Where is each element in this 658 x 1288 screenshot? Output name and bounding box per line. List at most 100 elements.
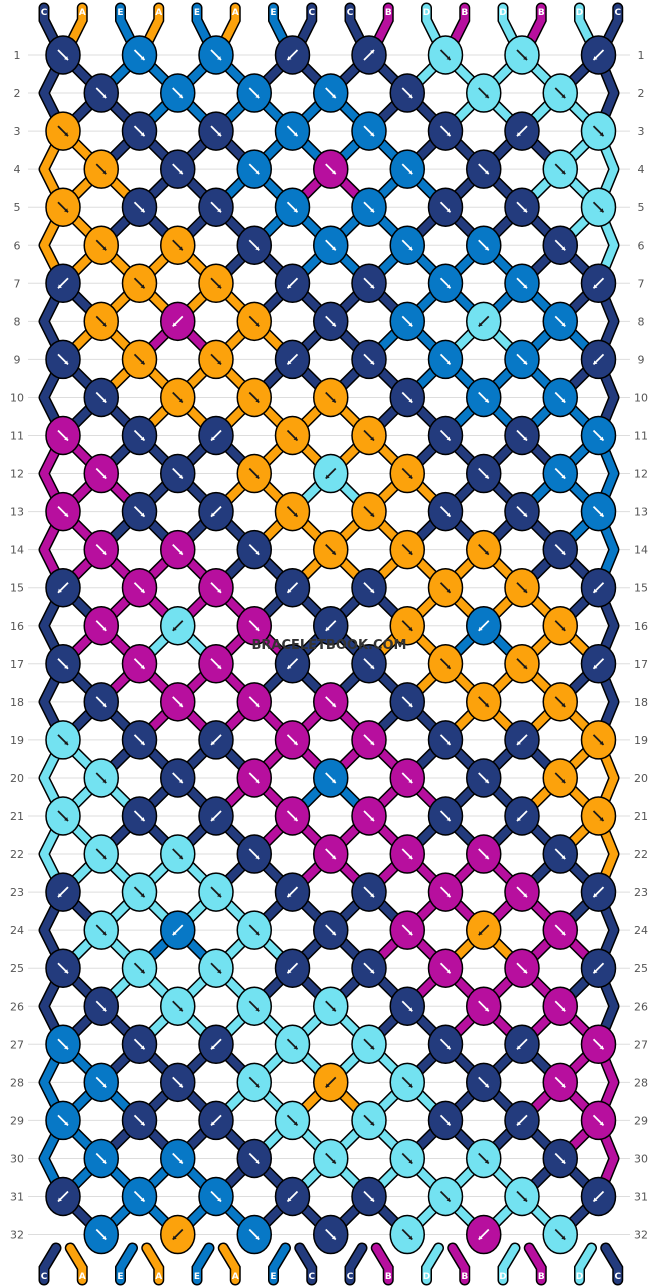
- knot-arrowhead: [517, 1121, 521, 1126]
- strand-top-label: B: [461, 8, 468, 18]
- knot-arrowhead: [178, 550, 183, 555]
- knot: [274, 415, 311, 456]
- strand-line: [499, 4, 519, 48]
- knot-arrowhead: [593, 588, 598, 593]
- knot: [313, 682, 349, 722]
- knot-arrowhead: [484, 1083, 489, 1088]
- knot-arrowhead: [561, 931, 566, 936]
- knot: [83, 834, 119, 874]
- row-label-right: 18: [634, 696, 648, 709]
- knot: [466, 606, 502, 646]
- knot: [45, 644, 81, 684]
- row-label-left: 27: [10, 1038, 24, 1051]
- knot-arrowhead: [370, 817, 374, 821]
- knot: [580, 263, 617, 304]
- knot: [83, 225, 119, 265]
- strand-bottom-label: C: [308, 1272, 315, 1282]
- strand-top-label: C: [347, 8, 354, 18]
- knot-arrowhead: [178, 855, 183, 860]
- strand-line: [346, 1244, 366, 1284]
- knot-arrowhead: [255, 855, 260, 860]
- knot: [466, 1214, 502, 1255]
- knot-arrowhead: [523, 588, 527, 593]
- knot-arrowhead: [140, 664, 145, 669]
- knot: [351, 187, 387, 227]
- knot-arrowhead: [370, 740, 374, 745]
- strand-line: [448, 1244, 469, 1284]
- strand-bottom-label: E: [270, 1272, 276, 1282]
- knot: [389, 149, 425, 189]
- knot-arrowhead: [561, 1235, 566, 1240]
- row-label-right: 9: [638, 353, 645, 366]
- row-label-left: 24: [10, 924, 24, 937]
- row-label-left: 12: [10, 468, 24, 481]
- row-label-right: 12: [634, 468, 648, 481]
- knot: [121, 1176, 158, 1217]
- row-label-left: 15: [10, 582, 24, 595]
- knot: [198, 796, 234, 836]
- knot-arrowhead: [408, 398, 413, 403]
- knot-arrowhead: [331, 1007, 336, 1012]
- knot: [160, 453, 196, 494]
- knot-arrowhead: [408, 322, 413, 327]
- strand-bottom-2: E: [115, 1242, 138, 1286]
- row-label-left: 14: [10, 544, 24, 557]
- knot-arrowhead: [408, 550, 413, 555]
- knot: [198, 339, 234, 380]
- row-label-left: 6: [14, 239, 21, 252]
- strand-top-10: D: [421, 2, 444, 50]
- strand-line: [40, 1244, 60, 1284]
- knot: [236, 377, 272, 418]
- knot-arrowhead: [484, 94, 489, 99]
- knot-arrowhead: [178, 398, 183, 403]
- row-label-right: 32: [634, 1229, 648, 1242]
- knot-arrowhead: [64, 817, 68, 821]
- knot: [198, 415, 234, 456]
- knot: [542, 529, 578, 570]
- knot: [198, 187, 234, 227]
- knot: [160, 149, 196, 189]
- knot-arrowhead: [478, 626, 483, 631]
- strand-bottom-4: E: [191, 1242, 215, 1286]
- knot-arrowhead: [178, 779, 183, 783]
- strand-line: [193, 4, 213, 48]
- strand-bottom-label: D: [423, 1272, 430, 1282]
- knot-arrowhead: [102, 626, 107, 631]
- knot-arrowhead: [217, 56, 221, 60]
- knot: [274, 872, 311, 912]
- knot-arrowhead: [408, 626, 413, 631]
- knot: [236, 149, 272, 189]
- knot: [427, 35, 464, 75]
- knot: [45, 1024, 81, 1065]
- knot: [45, 720, 81, 760]
- knot: [121, 491, 158, 532]
- knot: [542, 606, 578, 646]
- row-label-left: 13: [10, 506, 24, 519]
- strand-top-label: E: [270, 8, 276, 18]
- knot-arrowhead: [325, 474, 330, 479]
- knot: [427, 720, 464, 760]
- knot-arrowhead: [140, 893, 145, 898]
- knot: [542, 758, 578, 798]
- knot-arrowhead: [102, 474, 107, 479]
- knot: [160, 1214, 196, 1255]
- knot: [274, 187, 311, 227]
- strand-bottom-label: B: [538, 1272, 545, 1282]
- knot: [83, 453, 119, 494]
- knot-arrowhead: [140, 1045, 145, 1050]
- knot: [427, 872, 464, 912]
- knot: [313, 301, 349, 342]
- knot-arrowhead: [255, 550, 260, 555]
- strand-bottom-label: C: [614, 1272, 621, 1282]
- knot-arrowhead: [446, 284, 451, 289]
- knot-arrowhead: [484, 246, 489, 251]
- knot: [580, 1024, 617, 1065]
- strand-line: [372, 4, 393, 48]
- knot: [236, 529, 272, 570]
- row-label-right: 24: [634, 924, 648, 937]
- knot: [466, 73, 502, 113]
- row-label-left: 1: [14, 49, 21, 62]
- knot-arrowhead: [287, 56, 292, 60]
- strand-top-label: D: [499, 8, 506, 18]
